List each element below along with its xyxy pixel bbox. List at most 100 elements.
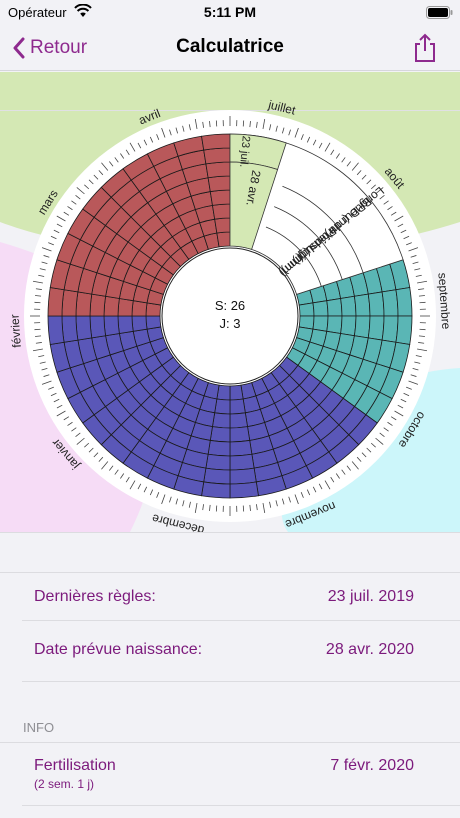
wheel-tick bbox=[156, 134, 160, 140]
wheel-tick bbox=[318, 483, 323, 490]
wheel-tick bbox=[330, 476, 335, 483]
wheel-tick bbox=[408, 380, 419, 385]
wheel-tick bbox=[202, 504, 204, 511]
wheel-tick bbox=[324, 480, 331, 490]
wheel-tick bbox=[324, 142, 331, 152]
wheel-cell bbox=[103, 315, 120, 337]
wheel-tick bbox=[175, 498, 179, 505]
wheel-cell bbox=[353, 293, 371, 317]
wheel-tick bbox=[390, 416, 397, 421]
wheel-tick bbox=[76, 187, 85, 195]
wheel-cell bbox=[367, 291, 385, 317]
wheel-tick bbox=[417, 280, 428, 284]
wheel-tick bbox=[98, 456, 104, 462]
wheel-tick bbox=[182, 125, 185, 132]
wheel-tick bbox=[318, 142, 323, 149]
wheel-cell bbox=[47, 315, 65, 345]
wheel-tick bbox=[375, 187, 384, 195]
wheel-tick bbox=[125, 476, 130, 483]
wheel-cell bbox=[209, 426, 231, 443]
wheel-tick bbox=[356, 456, 362, 462]
wheel-tick bbox=[120, 153, 125, 159]
wheel-tick bbox=[356, 170, 362, 176]
wheel-tick bbox=[169, 496, 172, 503]
wheel-tick bbox=[194, 503, 198, 514]
wheel-tick bbox=[43, 255, 50, 258]
carrier-label: Opérateur bbox=[8, 5, 67, 20]
wheel-tick bbox=[41, 247, 52, 252]
wheel-tick bbox=[182, 500, 185, 507]
wheel-cell bbox=[214, 398, 231, 415]
wheel-tick bbox=[414, 268, 421, 271]
wheel-tick bbox=[346, 161, 351, 167]
due-date-value[interactable]: 28 avr. 2020 bbox=[325, 641, 414, 658]
wheel-tick bbox=[294, 127, 299, 138]
wheel-cell bbox=[395, 287, 413, 317]
wheel-tick bbox=[300, 134, 304, 140]
wheel-tick bbox=[35, 295, 42, 297]
wheel-tick bbox=[84, 442, 90, 448]
wheel-tick bbox=[361, 174, 367, 180]
wheel-tick bbox=[149, 489, 154, 496]
wheel-cell bbox=[229, 439, 253, 457]
day-readout: J: 3 bbox=[220, 316, 241, 331]
due-date-row[interactable]: Date prévue naissance: 28 avr. 2020 bbox=[22, 621, 460, 682]
month-label: février bbox=[8, 314, 24, 348]
wheel-tick bbox=[48, 386, 54, 390]
wheel-cell bbox=[131, 315, 148, 332]
wheel-tick bbox=[56, 215, 66, 222]
wheel-tick bbox=[306, 489, 311, 496]
wheel-tick bbox=[406, 386, 412, 390]
wheel-tick bbox=[335, 153, 340, 159]
wheel-tick bbox=[84, 184, 90, 190]
last-period-row[interactable]: Dernières règles: 23 juil. 2019 bbox=[22, 572, 460, 621]
wheel-tick bbox=[109, 161, 114, 167]
month-label: juillet bbox=[266, 97, 298, 118]
wheel-tick bbox=[38, 274, 45, 277]
pregnancy-wheel[interactable]: juilletaoûtseptembreoctobrenovembredécem… bbox=[0, 72, 460, 532]
wheel-cell bbox=[61, 289, 79, 317]
wheel-tick bbox=[288, 496, 291, 503]
wheel-tick bbox=[39, 268, 46, 271]
wheel-cell bbox=[103, 295, 120, 317]
fertilisation-row[interactable]: Fertilisation (2 sem. 1 j) 7 févr. 2020 bbox=[22, 743, 460, 806]
wheel-hub[interactable] bbox=[161, 247, 299, 385]
wheel-tick bbox=[249, 504, 251, 511]
info-panel: Dernières règles: 23 juil. 2019 Date pré… bbox=[0, 532, 460, 818]
wheel-tick bbox=[43, 374, 50, 377]
share-button[interactable] bbox=[412, 33, 438, 68]
wheel-tick bbox=[188, 124, 191, 131]
wheel-tick bbox=[114, 157, 119, 163]
wheel-cell bbox=[326, 315, 343, 334]
wheel-tick bbox=[414, 361, 421, 364]
pregnancy-wheel-area: juillet août septembre octobre novembre décem… bbox=[0, 72, 460, 532]
status-bar: Opérateur 5:11 PM bbox=[0, 0, 460, 24]
wheel-tick bbox=[390, 211, 397, 216]
back-button[interactable]: Retour bbox=[12, 34, 87, 62]
wheel-tick bbox=[346, 465, 351, 471]
wheel-tick bbox=[63, 416, 70, 421]
wheel-cell bbox=[381, 289, 399, 317]
wheel-tick bbox=[50, 392, 57, 397]
wheel-tick bbox=[294, 494, 299, 505]
wheel-tick bbox=[194, 118, 198, 129]
wheel-tick bbox=[93, 174, 99, 180]
wheel-cell bbox=[205, 161, 231, 179]
wheel-tick bbox=[403, 392, 410, 397]
status-time: 5:11 PM bbox=[203, 4, 257, 20]
wheel-tick bbox=[341, 157, 346, 163]
wheel-tick bbox=[38, 355, 45, 358]
wheel-tick bbox=[101, 162, 109, 171]
wheel-tick bbox=[379, 195, 385, 200]
wheel-cell bbox=[340, 295, 357, 317]
wheel-tick bbox=[156, 492, 160, 498]
wheel-tick bbox=[143, 486, 148, 493]
last-period-value[interactable]: 23 juil. 2019 bbox=[327, 588, 414, 605]
wheel-cell bbox=[47, 287, 65, 317]
wheel-tick bbox=[366, 179, 372, 185]
wheel-tick bbox=[75, 195, 81, 200]
wheel-cell bbox=[209, 189, 231, 206]
wheel-tick bbox=[75, 432, 81, 437]
wheel-cell bbox=[203, 467, 231, 485]
wheel-tick bbox=[351, 461, 359, 470]
